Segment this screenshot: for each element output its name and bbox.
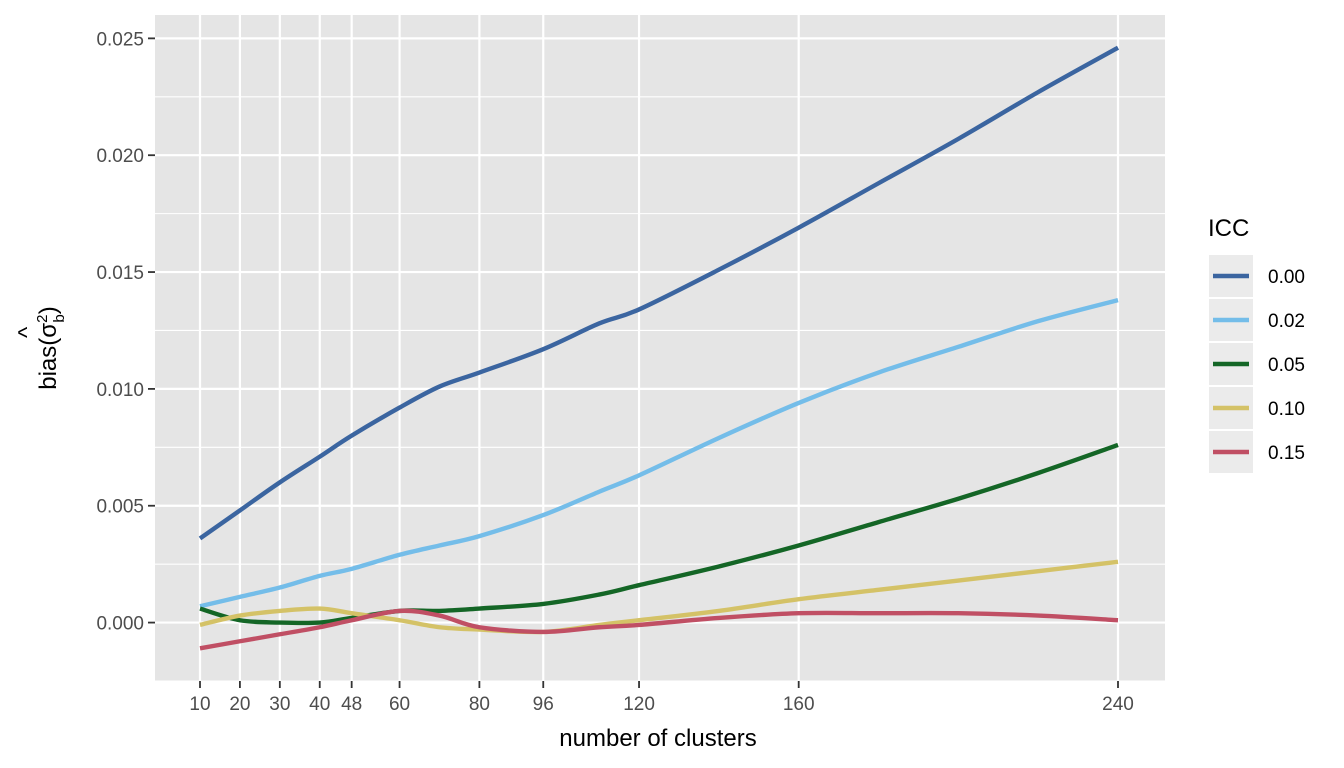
x-axis: 10 20 30 40 48 60 80 96 120 160 240 [189,681,1134,715]
x-tick-label: 60 [389,694,410,715]
legend: ICC 0.00 0.02 0.05 0.10 0.15 [1208,215,1305,473]
x-tick-label: 160 [783,694,815,715]
series-line-icc-0-05 [199,442,1119,626]
y-axis-title-suffix: ) [35,306,62,314]
x-tick-label: 96 [533,694,554,715]
minor-grid [155,96,1165,682]
y-axis-title-prefix: bias( [35,338,62,390]
plot-panel [155,15,1165,681]
series-line-icc-0-00 [198,45,1120,541]
x-tick-label: 80 [469,694,490,715]
x-tick-label: 30 [269,694,290,715]
legend-label: 0.10 [1268,399,1305,420]
y-tick-label: 0.015 [96,263,144,284]
y-tick-label: 0.000 [96,614,144,635]
y-axis-title-superscript: 2 [34,315,51,323]
svg-text:bias(σ2b): bias(σ2b) [34,306,68,390]
x-tick-label: 40 [309,694,330,715]
legend-title: ICC [1208,215,1249,242]
series-layer [198,45,1120,651]
major-grid [155,15,1165,681]
y-axis-title-hat: ^ [14,326,41,338]
legend-label: 0.05 [1268,355,1305,376]
x-axis-title: number of clusters [559,725,756,752]
y-axis-title: bias(σ2b) ^ [14,306,68,390]
series-line-icc-0-15 [199,608,1119,651]
x-tick-label: 20 [229,694,250,715]
legend-label: 0.02 [1268,311,1305,332]
y-tick-label: 0.010 [96,380,144,401]
y-axis-title-subscript: b [51,314,68,322]
y-tick-label: 0.025 [96,29,144,50]
x-tick-label: 120 [623,694,655,715]
y-tick-label: 0.005 [96,497,144,518]
x-tick-label: 240 [1102,694,1134,715]
x-tick-label: 48 [341,694,362,715]
legend-label: 0.00 [1268,267,1305,288]
legend-label: 0.15 [1268,443,1305,464]
x-tick-label: 10 [189,694,210,715]
y-tick-label: 0.020 [96,146,144,167]
y-axis-title-sigma: σ [35,323,62,338]
y-axis: 0.000 0.005 0.010 0.015 0.020 0.025 [96,29,155,635]
series-line-icc-0-02 [199,297,1119,609]
